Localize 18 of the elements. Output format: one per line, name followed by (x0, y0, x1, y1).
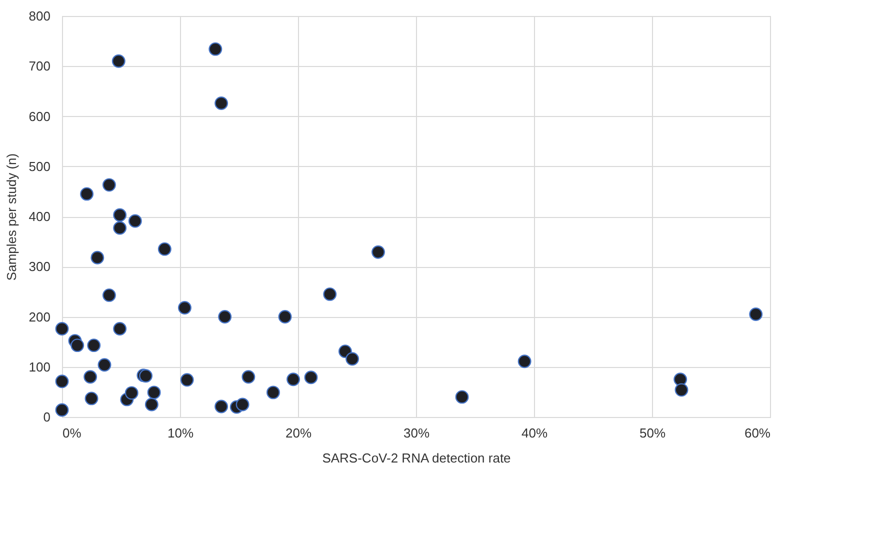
x-tick-label: 20% (285, 426, 312, 440)
y-tick-label: 0 (43, 410, 50, 424)
y-axis-title: Samples per study (n) (4, 153, 19, 281)
y-tick-label: 800 (28, 8, 50, 24)
y-tick-label: 200 (28, 309, 50, 324)
x-tick-label: 10% (167, 426, 194, 440)
y-tick-label: 700 (28, 58, 50, 74)
x-tick-label: 30% (403, 426, 430, 440)
x-tick-label: 0% (62, 426, 82, 440)
y-tick-label: 400 (28, 209, 50, 224)
y-tick-label: 500 (28, 158, 50, 174)
x-tick-label: 60% (744, 426, 771, 440)
y-tick-label: 600 (28, 108, 50, 124)
y-tick-label: 300 (28, 259, 50, 274)
x-axis-title: SARS-CoV-2 RNA detection rate (322, 450, 511, 466)
x-tick-label: 40% (521, 426, 548, 440)
y-tick-label: 100 (28, 359, 50, 374)
x-tick-label: 50% (639, 426, 666, 440)
